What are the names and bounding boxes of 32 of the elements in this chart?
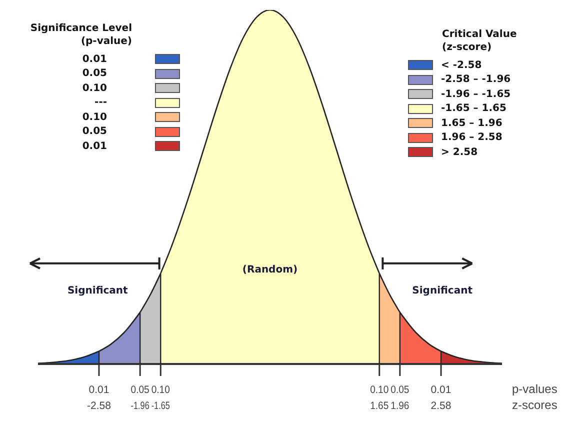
x-axis-title: z-scores [512, 398, 558, 412]
annotation: 0.10 [370, 384, 391, 396]
x-tick-label: 2.58 [430, 400, 452, 412]
annotation: 0.10 [81, 110, 107, 124]
annotation: Significance Level (p-value) [29, 22, 132, 48]
annotation: 0.01 [430, 384, 452, 396]
annotation: (Random) [242, 264, 298, 276]
x-tick-label: -1.65 [151, 400, 176, 412]
annotation: 0.05 [390, 384, 412, 396]
legend-label: 1.65 – 1.96 [441, 116, 502, 130]
annotation: 0.05 [130, 384, 152, 396]
legend-label: -1.65 – 1.65 [441, 102, 506, 116]
annotation: 0.01 [81, 140, 107, 153]
legend-label: -1.96 – -1.65 [441, 88, 511, 101]
annotation: Significant [67, 286, 128, 297]
legend-title: Critical Value (z-score) [442, 28, 517, 54]
text: p-values [512, 382, 558, 396]
annotation: 0.01 [88, 384, 110, 396]
annotation: 0.01 [81, 52, 107, 66]
legend-label: < -2.58 [441, 58, 482, 72]
annotation: --- [94, 96, 107, 110]
legend-label: 1.96 – 2.58 [441, 131, 502, 144]
annotation: 0.10 [151, 384, 172, 396]
legend-label: > 2.58 [441, 146, 478, 159]
x-tick-label: 1.96 [390, 400, 412, 412]
annotation: Significant [412, 286, 473, 297]
annotation: 0.05 [81, 125, 107, 138]
legend-label: -2.58 – -1.96 [441, 73, 511, 86]
x-tick-label: 1.65 [370, 400, 391, 412]
x-tick-label: -2.58 [87, 400, 112, 412]
annotation: 0.10 [81, 82, 107, 95]
annotation: 0.05 [81, 67, 107, 80]
